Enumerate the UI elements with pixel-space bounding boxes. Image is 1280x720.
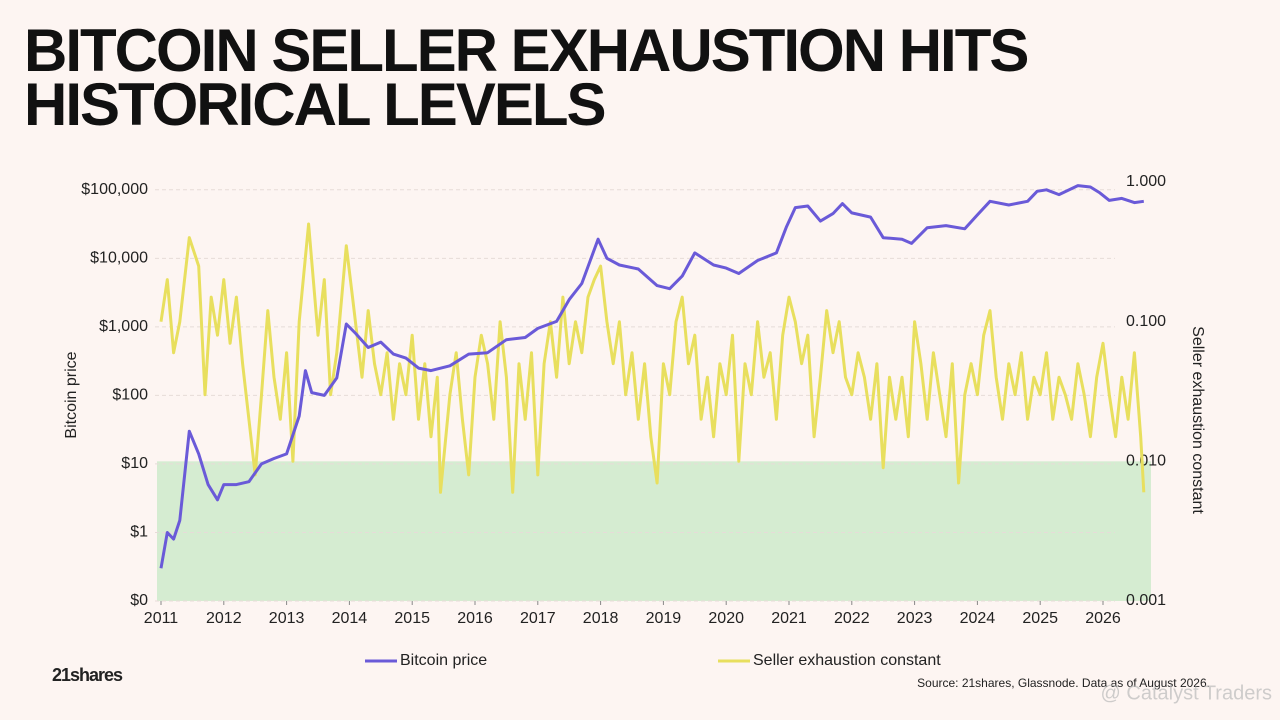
- x-tick-label: 2015: [394, 610, 430, 627]
- x-tick-label: 2020: [708, 610, 744, 627]
- y-tick-label: $10: [121, 455, 148, 472]
- source: Source: 21shares, Glassnode. Data as of …: [917, 676, 1210, 690]
- y2-axis-label: Seller exhaustion constant: [1189, 326, 1206, 514]
- y-tick-label: $1: [130, 524, 148, 541]
- x-tick-label: 2012: [206, 610, 242, 627]
- x-tick-label: 2025: [1022, 610, 1058, 627]
- x-tick-label: 2014: [332, 610, 368, 627]
- legend-label: Seller exhaustion constant: [753, 652, 941, 669]
- x-tick-label: 2026: [1085, 610, 1121, 627]
- x-tick-label: 2013: [269, 610, 305, 627]
- x-tick-label: 2024: [960, 610, 996, 627]
- x-tick-label: 2022: [834, 610, 870, 627]
- x-tick-label: 2023: [897, 610, 933, 627]
- logo: 21shares: [52, 665, 123, 685]
- line-series: [159, 222, 1146, 494]
- x-tick-label: 2016: [457, 610, 493, 627]
- x-tick-label: 2018: [583, 610, 619, 627]
- x-tick-label: 2021: [771, 610, 807, 627]
- line-series: [159, 184, 1145, 569]
- y-tick-label: $100: [112, 387, 148, 404]
- y2-tick-label: 0.001: [1126, 592, 1166, 609]
- watermark: @ Catalyst Traders: [1101, 682, 1272, 704]
- y2-tick-label: 0.010: [1126, 453, 1166, 470]
- x-tick-label: 2011: [144, 610, 179, 627]
- highlight-zone: [157, 461, 1151, 601]
- x-tick-label: 2019: [646, 610, 682, 627]
- y2-tick-label: 0.100: [1126, 313, 1166, 330]
- legend-label: Bitcoin price: [400, 652, 487, 669]
- y-tick-label: $10,000: [90, 250, 148, 267]
- y-tick-label: $1,000: [99, 318, 148, 335]
- y2-tick-label: 1.000: [1126, 173, 1166, 190]
- y-tick-label: $100,000: [81, 181, 148, 198]
- y-axis-label: Bitcoin price: [63, 351, 80, 438]
- chart-title: BITCOIN SELLER EXHAUSTION HITS HISTORICA…: [24, 17, 1029, 138]
- y-tick-label: $0: [130, 592, 148, 609]
- x-tick-label: 2017: [520, 610, 556, 627]
